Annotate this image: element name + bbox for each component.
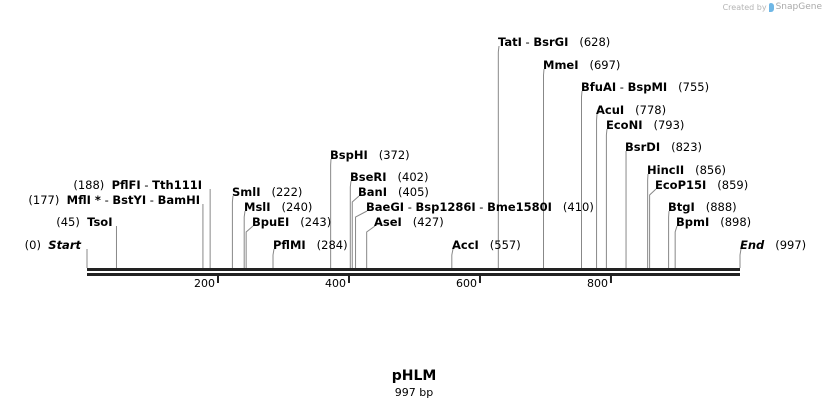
enzyme-label[interactable]: MmeI (697) bbox=[543, 58, 620, 72]
leader-line bbox=[349, 180, 352, 268]
leader-line bbox=[497, 45, 500, 268]
enzyme-label[interactable]: HincII (856) bbox=[647, 163, 726, 177]
enzyme-label[interactable]: BspHI (372) bbox=[330, 148, 410, 162]
enzyme-labels: (0) Start (45) TsoI (177) MflI * - BstYI -… bbox=[25, 35, 807, 252]
leader-line bbox=[580, 90, 583, 268]
enzyme-label[interactable]: BseRI (402) bbox=[350, 170, 428, 184]
plasmid-name: pHLM bbox=[391, 368, 437, 384]
enzyme-label[interactable]: BpmI (898) bbox=[676, 215, 751, 229]
enzyme-label[interactable]: BfuAI - BspMI (755) bbox=[581, 80, 709, 94]
backbone-bottom-strand bbox=[87, 273, 740, 276]
snapgene-credit: Created by SnapGene bbox=[723, 2, 822, 12]
leader-line bbox=[451, 248, 454, 268]
ruler-tick-label: 400 bbox=[325, 277, 346, 290]
enzyme-label[interactable]: TatI - BsrGI (628) bbox=[498, 35, 610, 49]
enzyme-label[interactable]: AccI (557) bbox=[452, 238, 521, 252]
enzyme-label[interactable]: (177) MflI * - BstYI - BamHI bbox=[28, 193, 200, 207]
enzyme-label[interactable]: End (997) bbox=[740, 238, 806, 252]
ruler-tick bbox=[478, 276, 481, 283]
leader-line bbox=[355, 210, 368, 268]
enzyme-label[interactable]: AseI (427) bbox=[374, 215, 444, 229]
leader-line bbox=[243, 210, 246, 268]
enzyme-label[interactable]: PflMI (284) bbox=[273, 238, 348, 252]
ruler-tick-label: 600 bbox=[456, 277, 477, 290]
snapgene-logo-icon bbox=[768, 2, 774, 12]
enzyme-label[interactable]: EcoP15I (859) bbox=[655, 178, 748, 192]
backbone-top-strand bbox=[87, 268, 740, 271]
feature-leader-lines bbox=[86, 45, 742, 268]
leader-line bbox=[674, 225, 678, 268]
ruler-tick bbox=[609, 276, 612, 283]
enzyme-label[interactable]: (188) PflFI - Tth111I bbox=[73, 178, 202, 192]
enzyme-label[interactable]: BaeGI - Bsp1286I - Bme1580I (410) bbox=[366, 200, 594, 214]
credit-brand: SnapGene bbox=[775, 2, 822, 12]
enzyme-label[interactable]: BpuEI (243) bbox=[252, 215, 331, 229]
credit-prefix: Created by bbox=[722, 2, 767, 12]
leader-line bbox=[366, 225, 376, 268]
ruler-ticks: 200 400 600 800 bbox=[194, 276, 612, 290]
leader-line bbox=[649, 188, 657, 268]
leader-line bbox=[231, 195, 234, 268]
leader-line bbox=[605, 128, 608, 268]
ruler-tick bbox=[347, 276, 350, 283]
leader-line bbox=[245, 225, 254, 268]
ruler-tick bbox=[216, 276, 219, 283]
enzyme-label[interactable]: SmlI (222) bbox=[232, 185, 302, 199]
leader-line bbox=[351, 195, 360, 268]
leader-line bbox=[739, 248, 742, 268]
enzyme-label[interactable]: BtgI (888) bbox=[668, 200, 737, 214]
ruler-tick-label: 800 bbox=[587, 277, 608, 290]
enzyme-label[interactable]: BsrDI (823) bbox=[625, 140, 702, 154]
enzyme-label[interactable]: (0) Start bbox=[25, 238, 82, 252]
ruler-tick-label: 200 bbox=[194, 277, 215, 290]
plasmid-length: 997 bp bbox=[394, 386, 434, 399]
enzyme-label[interactable]: BanI (405) bbox=[358, 185, 429, 199]
enzyme-label[interactable]: MslI (240) bbox=[244, 200, 312, 214]
dna-backbone bbox=[87, 268, 740, 276]
enzyme-label[interactable]: AcuI (778) bbox=[596, 103, 666, 117]
enzyme-label[interactable]: EcoNI (793) bbox=[606, 118, 684, 132]
enzyme-label[interactable]: (45) TsoI bbox=[56, 215, 112, 229]
leader-line bbox=[272, 248, 275, 268]
